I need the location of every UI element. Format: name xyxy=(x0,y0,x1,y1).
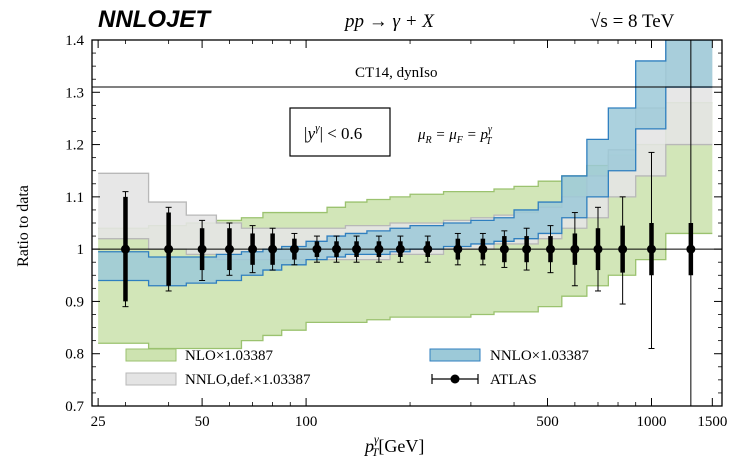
data-point xyxy=(522,244,532,254)
data-point xyxy=(332,244,342,254)
data-point xyxy=(618,244,628,254)
data-point xyxy=(423,244,433,254)
data-point xyxy=(545,244,555,254)
x-axis-label: pγ T[GeV] xyxy=(363,432,424,459)
legend-marker-atlas xyxy=(450,374,460,384)
legend: NLO×1.03387 NNLO,def.×1.03387 NNLO×1.033… xyxy=(125,348,589,388)
x-tick-label: 500 xyxy=(536,414,559,430)
data-point xyxy=(120,244,130,254)
y-axis-label: Ratio to data xyxy=(15,185,32,267)
data-point xyxy=(268,244,278,254)
y-tick-label: 1 xyxy=(77,242,85,258)
data-point xyxy=(248,244,258,254)
logo-text: NNLOJET xyxy=(98,6,212,33)
y-tick-label: 1.3 xyxy=(65,85,84,101)
x-tick-label: 100 xyxy=(295,414,318,430)
scale-choice: μR = μF = pγ T xyxy=(417,124,493,147)
data-point xyxy=(453,244,463,254)
data-point xyxy=(570,244,580,254)
data-point xyxy=(686,244,696,254)
bands-layer xyxy=(98,40,713,350)
rapidity-box xyxy=(289,107,391,157)
data-point xyxy=(395,244,405,254)
y-tick-label: 0.9 xyxy=(65,294,84,310)
data-points-layer xyxy=(120,40,696,406)
x-tick-label: 1500 xyxy=(697,414,727,430)
legend-swatch-nlo xyxy=(125,348,177,362)
data-point xyxy=(646,244,656,254)
data-point xyxy=(289,244,299,254)
x-tick-label: 50 xyxy=(195,414,210,430)
legend-swatch-nnlo xyxy=(429,348,481,362)
band-upper-edge-nnlo-1-03387 xyxy=(98,40,713,258)
band-lower-edge-nnlo-1-03387 xyxy=(98,86,713,287)
y-tick-label: 1.4 xyxy=(65,33,84,49)
legend-label-nnlo: NNLO×1.03387 xyxy=(490,348,589,364)
ticks-layer: 0.7 0.8 0.9 1 1.1 1.2 1.3 1.4 25 50 100 500 1000 1500 xyxy=(65,33,727,430)
data-point xyxy=(312,244,322,254)
y-tick-label: 0.7 xyxy=(65,399,84,415)
pdf-label: CT14, dynIso xyxy=(355,65,438,81)
data-point xyxy=(164,244,174,254)
data-point xyxy=(374,244,384,254)
y-tick-label: 1.2 xyxy=(65,138,84,154)
legend-label-nlo: NLO×1.03387 xyxy=(185,348,274,364)
data-point xyxy=(352,244,362,254)
x-tick-label: 1000 xyxy=(636,414,666,430)
process-title: pp → γ + X xyxy=(343,11,435,32)
legend-label-nnlo-def: NNLO,def.×1.03387 xyxy=(185,372,311,388)
data-point xyxy=(499,244,509,254)
reference-lines xyxy=(92,86,722,250)
legend-swatch-nnlo-def xyxy=(125,372,177,386)
data-point xyxy=(593,244,603,254)
y-tick-label: 0.8 xyxy=(65,347,84,363)
data-point xyxy=(197,244,207,254)
rapidity-cut: |yγ| < 0.6 xyxy=(303,122,362,143)
band-nnlo-def-1-03387 xyxy=(98,40,713,260)
energy-title: √s = 8 TeV xyxy=(590,11,675,32)
legend-label-atlas: ATLAS xyxy=(490,372,537,388)
band-lower-edge-nlo-1-03387 xyxy=(98,232,713,350)
data-point xyxy=(224,244,234,254)
data-point xyxy=(478,244,488,254)
x-tick-label: 25 xyxy=(91,414,106,430)
band-nnlo-1-03387 xyxy=(98,40,713,286)
y-tick-label: 1.1 xyxy=(65,190,84,206)
